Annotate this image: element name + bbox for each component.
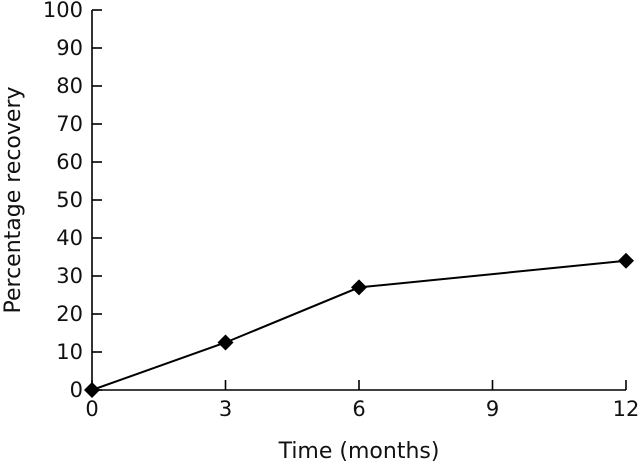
y-tick-label: 70 bbox=[56, 112, 83, 136]
y-tick-label: 10 bbox=[56, 340, 83, 364]
x-tick-label: 0 bbox=[85, 397, 98, 421]
x-tick-label: 9 bbox=[486, 397, 499, 421]
y-axis: 0 10 20 30 40 50 60 70 80 90 100 bbox=[43, 0, 102, 402]
x-tick-label: 12 bbox=[613, 397, 640, 421]
data-point-marker bbox=[217, 334, 234, 351]
x-axis-title: Time (months) bbox=[278, 439, 440, 464]
y-tick-label: 90 bbox=[56, 36, 83, 60]
data-point-marker bbox=[351, 279, 367, 296]
y-axis-title: Percentage recovery bbox=[1, 86, 26, 313]
series-line bbox=[91, 259, 627, 391]
y-tick-label: 80 bbox=[56, 74, 83, 98]
y-tick-label: 40 bbox=[56, 226, 83, 250]
x-tick-label: 3 bbox=[219, 397, 232, 421]
y-tick-label: 100 bbox=[43, 0, 83, 22]
y-tick-label: 60 bbox=[56, 150, 83, 174]
y-tick-label: 30 bbox=[56, 264, 83, 288]
y-tick-label: 0 bbox=[70, 378, 83, 402]
series-group bbox=[84, 252, 634, 398]
y-tick-label: 20 bbox=[56, 302, 83, 326]
x-tick-label: 6 bbox=[352, 397, 365, 421]
data-point-marker bbox=[618, 252, 634, 269]
x-axis: 0 3 6 9 12 bbox=[85, 380, 639, 421]
y-tick-label: 50 bbox=[56, 188, 83, 212]
data-point-marker bbox=[84, 382, 100, 398]
